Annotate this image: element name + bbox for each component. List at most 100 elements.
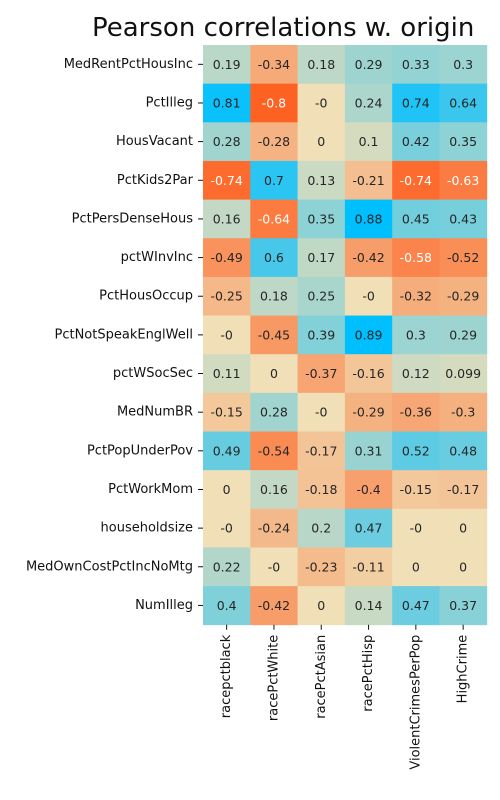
cell-value-label: -0.42 [352,250,384,265]
heatmap-cell [203,547,251,587]
heatmap-cell [297,547,346,587]
heatmap-cell [297,160,346,200]
cell-value-label: -0.25 [210,289,242,304]
heatmap-cell [439,315,488,355]
cell-value-label: -0.49 [210,250,242,265]
heatmap-cell [439,586,488,626]
heatmap-cell [250,199,298,239]
cell-value-label: 0.12 [402,366,430,381]
heatmap-cell [250,586,298,626]
heatmap-cell [392,508,440,548]
cell-value-label: -0.21 [352,173,384,188]
cell-value-label: -0.74 [210,173,242,188]
cell-value-label: 0.39 [307,327,335,342]
heatmap-cell [250,83,298,123]
heatmap-cell [250,276,298,316]
cell-value-label: 0.52 [402,443,430,458]
heatmap-cell [392,276,440,316]
heatmap-cell [203,315,251,355]
cell-value-label: 0.16 [213,211,241,226]
cell-value-label: -0.4 [356,482,380,497]
cell-value-label: -0.16 [352,366,384,381]
cell-value-label: 0.16 [260,482,288,497]
heatmap-cell [203,470,251,510]
cell-value-label: -0.74 [400,173,432,188]
heatmap-cell [439,238,488,278]
heatmap-cell [250,431,298,471]
row-label: PctKids2Par [117,173,194,188]
cell-value-label: -0.34 [258,57,290,72]
heatmap-cell [203,586,251,626]
row-label: PctHousOccup [99,289,193,304]
cell-value-label: 0.14 [355,598,383,613]
heatmap-cell [439,199,488,239]
cell-value-label: 0.49 [213,443,241,458]
row-label: PctPopUnderPov [87,443,193,458]
cell-value-label: -0 [268,559,281,574]
cell-value-label: 0.74 [402,95,430,110]
cell-value-label: 0.81 [213,95,241,110]
cell-value-label: -0 [362,289,375,304]
row-label: PctPersDenseHous [72,211,194,226]
heatmap-cell [297,392,346,432]
heatmap-cell [392,315,440,355]
heatmap-cell [344,508,393,548]
cell-value-label: 0.89 [355,327,383,342]
heatmap-cell [439,354,488,394]
heatmap-cell [392,238,440,278]
row-label: PctIlleg [146,95,193,110]
cell-value-label: -0.18 [305,482,337,497]
row-label: MedNumBR [117,405,193,420]
heatmap-cells: 0.19 -0.34 0.18 0.29 0.33 0.3 0.81 -0.8 -0 0.24 0.… [203,45,488,626]
cell-value-label: -0.45 [258,327,290,342]
heatmap-cell [250,160,298,200]
cell-value-label: 0 [270,366,278,381]
cell-value-label: 0.1 [359,134,379,149]
cell-value-label: -0.24 [258,521,290,536]
row-labels: MedRentPctHousInc PctIlleg HousVacant PctKi… [26,57,203,613]
heatmap-cell [439,508,488,548]
heatmap-cell [344,160,393,200]
cell-value-label: 0 [412,559,420,574]
heatmap-cell [250,508,298,548]
heatmap-cell [250,238,298,278]
heatmap-cell [392,122,440,162]
heatmap-cell [344,315,393,355]
cell-value-label: -0.32 [400,289,432,304]
heatmap-cell [344,354,393,394]
heatmap-cell [392,586,440,626]
heatmap-cell [203,508,251,548]
heatmap-cell [203,83,251,123]
row-label: PctWorkMom [108,482,193,497]
heatmap-cell [297,238,346,278]
row-label: pctWSocSec [113,366,193,381]
cell-value-label: -0.3 [451,405,475,420]
cell-value-label: 0.35 [307,211,335,226]
column-label: racePctAsian [314,635,329,719]
cell-value-label: 0.7 [264,173,284,188]
cell-value-label: 0.2 [311,521,331,536]
heatmap-cell [297,199,346,239]
cell-value-label: 0.3 [406,327,426,342]
cell-value-label: 0 [459,559,467,574]
column-label: racePctWhite [266,635,281,721]
cell-value-label: 0.47 [355,521,383,536]
cell-value-label: -0.37 [305,366,337,381]
heatmap-cell [203,392,251,432]
cell-value-label: -0.64 [258,211,290,226]
heatmap-cell [439,276,488,316]
cell-value-label: 0 [317,598,325,613]
cell-value-label: 0.64 [449,95,477,110]
heatmap-cell [250,392,298,432]
row-label: householdsize [101,521,193,536]
cell-value-label: -0 [220,327,233,342]
cell-value-label: 0.33 [402,57,430,72]
heatmap-cell [250,315,298,355]
cell-value-label: -0.11 [352,559,384,574]
cell-value-label: 0.29 [355,57,383,72]
heatmap-cell [297,315,346,355]
cell-value-label: 0.18 [307,57,335,72]
heatmap-cell [392,392,440,432]
heatmap-cell [344,276,393,316]
cell-value-label: -0.36 [400,405,432,420]
